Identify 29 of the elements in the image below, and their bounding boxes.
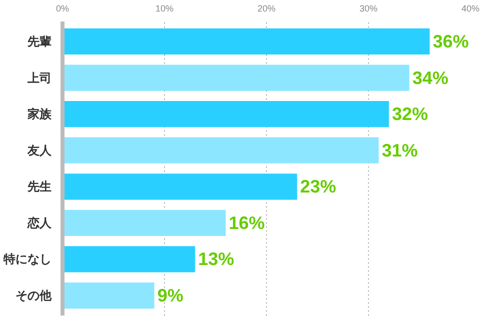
x-tick-label: 30%	[359, 4, 378, 14]
y-tick-label: 家族	[26, 107, 52, 122]
y-tick-label: 友人	[26, 143, 52, 158]
bar	[62, 282, 154, 309]
bar	[62, 100, 389, 128]
data-label: 34%	[412, 68, 448, 88]
data-label: 16%	[228, 212, 265, 233]
y-tick-label: その他	[16, 288, 52, 303]
data-label: 23%	[300, 176, 336, 197]
bar	[62, 210, 226, 236]
data-label: 36%	[432, 31, 469, 52]
bar	[62, 174, 298, 200]
bar	[62, 64, 410, 91]
y-tick-label: 恋人	[26, 216, 52, 230]
data-label: 9%	[157, 286, 184, 306]
bar	[62, 246, 196, 272]
data-label: 31%	[382, 140, 418, 160]
x-tick-label: 40%	[461, 4, 480, 14]
y-tick-label: 先生	[26, 180, 52, 194]
data-label: 32%	[392, 104, 428, 124]
y-tick-label: 上司	[26, 70, 52, 85]
x-tick-label: 10%	[155, 4, 174, 14]
bar	[62, 28, 430, 55]
x-tick-label: 0%	[56, 4, 70, 14]
y-tick-label: 先輩	[26, 34, 52, 48]
y-tick-label: 特になし	[2, 252, 52, 266]
data-label: 13%	[198, 249, 234, 270]
bar	[62, 137, 379, 164]
x-tick-label: 20%	[257, 4, 276, 14]
